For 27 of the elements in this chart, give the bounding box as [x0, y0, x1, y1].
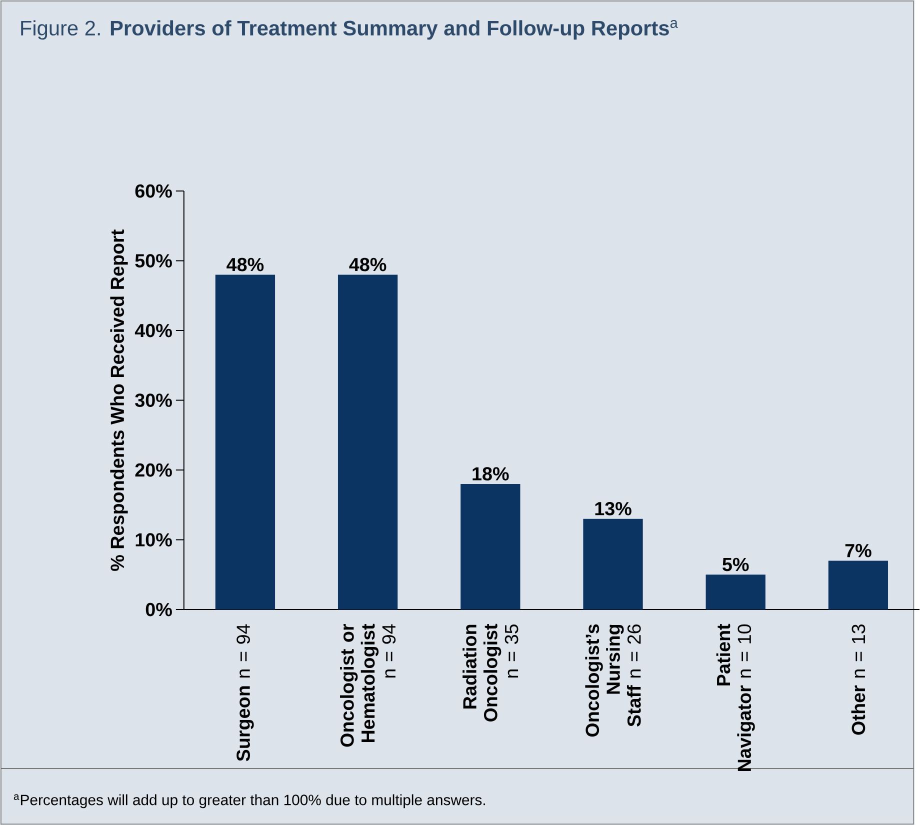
bar [215, 274, 276, 610]
x-tick-label: Patient Navigator n = 10 [716, 624, 755, 771]
x-tick-label: Other n = 13 [851, 624, 866, 735]
chart-title: Figure 2. Providers of Treatment Summary and Follow-up Reports$^{a}$ [21, 20, 678, 40]
data-label: 7% [845, 544, 872, 558]
y-tick-label: 40% [134, 324, 172, 338]
y-tick-label: 20% [135, 463, 172, 477]
y-axis-title: % Respondents Who Received Report [110, 229, 128, 571]
y-tick-label: 10% [136, 533, 172, 546]
data-label: 48% [226, 258, 264, 272]
data-label: 48% [349, 258, 386, 272]
bar [460, 484, 520, 610]
text: $^{a}$Percentages will add up to greater than 100% due to multiple answers. [14, 794, 485, 808]
data-label: 13% [595, 502, 632, 516]
y-tick-label: 0% [146, 602, 172, 616]
y-tick-label: 50% [135, 254, 172, 268]
data-label: 18% [472, 467, 509, 480]
bar [338, 274, 398, 610]
y-tick-label: 30% [135, 394, 172, 407]
x-tick-label: Radiation Oncologist n = 35 [462, 624, 518, 722]
x-tick-label: Oncologist or Hematologist n = 94 [340, 624, 396, 747]
y-tick-label: 60% [135, 184, 172, 198]
bar [706, 574, 766, 610]
bar [583, 518, 643, 610]
x-tick-label: Surgeon n = 94 [236, 624, 254, 762]
data-label: 5% [722, 558, 749, 572]
bar [828, 560, 888, 610]
